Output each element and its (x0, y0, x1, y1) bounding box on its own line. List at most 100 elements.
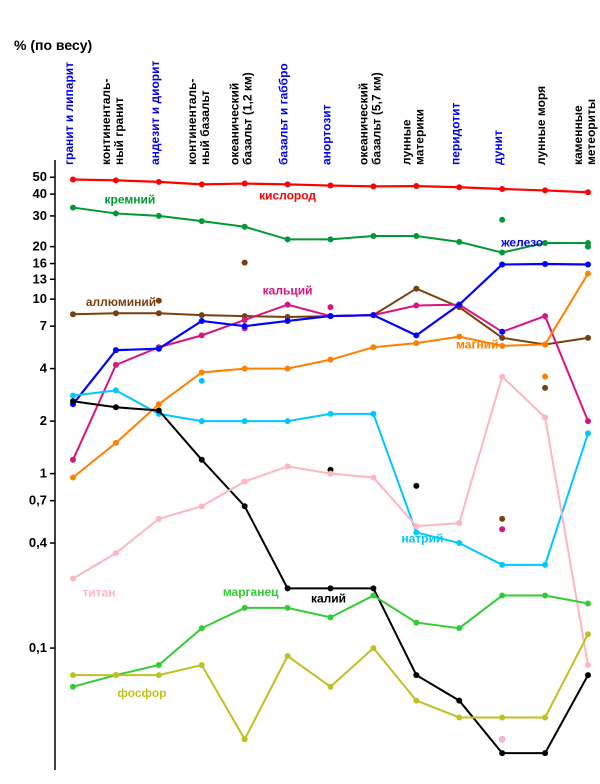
series-marker (585, 189, 591, 195)
series-marker (70, 474, 76, 480)
series-marker (70, 457, 76, 463)
series-marker (156, 179, 162, 185)
series-marker (328, 236, 334, 242)
series-marker (456, 302, 462, 308)
series-marker (499, 593, 505, 599)
series-marker (499, 714, 505, 720)
x-category-label: базальт и габбро (277, 63, 291, 165)
series-marker (413, 620, 419, 626)
series-marker (585, 271, 591, 277)
series-marker (542, 562, 548, 568)
svg-text:0,1: 0,1 (29, 640, 47, 655)
series-marker (413, 340, 419, 346)
series-extra-marker (328, 304, 334, 310)
series-marker (199, 318, 205, 324)
series-marker (370, 233, 376, 239)
series-marker (199, 457, 205, 463)
series-marker (585, 631, 591, 637)
series-extra-marker (585, 244, 591, 250)
series-marker (370, 312, 376, 318)
svg-text:1: 1 (40, 466, 47, 481)
series-marker (499, 262, 505, 268)
series-marker (70, 398, 76, 404)
svg-text:40: 40 (33, 186, 47, 201)
series-marker (370, 585, 376, 591)
series-marker (370, 474, 376, 480)
series-marker (70, 393, 76, 399)
series-marker (70, 177, 76, 183)
series-marker (199, 312, 205, 318)
svg-text:0,7: 0,7 (29, 493, 47, 508)
series-marker (199, 218, 205, 224)
series-marker (413, 286, 419, 292)
series-marker (328, 684, 334, 690)
series-marker (499, 335, 505, 341)
series-marker (285, 653, 291, 659)
series-marker (156, 310, 162, 316)
series-marker (413, 698, 419, 704)
svg-text:13: 13 (33, 271, 47, 286)
series-marker (156, 213, 162, 219)
series-marker (156, 672, 162, 678)
series-marker (113, 362, 119, 368)
series-extra-marker (199, 378, 205, 384)
x-category-label: базальт (5,7 км) (369, 72, 383, 165)
series-marker (70, 576, 76, 582)
series-marker (499, 250, 505, 256)
series-marker (199, 418, 205, 424)
series-marker (499, 374, 505, 380)
series-label-кремний: кремний (105, 192, 156, 206)
series-marker (585, 672, 591, 678)
series-marker (328, 313, 334, 319)
series-marker (456, 625, 462, 631)
series-marker (542, 313, 548, 319)
series-label-железо: железо (500, 236, 543, 250)
series-marker (456, 698, 462, 704)
series-marker (199, 503, 205, 509)
series-marker (242, 479, 248, 485)
svg-text:16: 16 (33, 256, 47, 271)
series-marker (542, 750, 548, 756)
series-marker (199, 625, 205, 631)
series-marker (542, 187, 548, 193)
series-label-титан: титан (82, 586, 115, 600)
series-marker (585, 335, 591, 341)
series-marker (156, 401, 162, 407)
series-marker (199, 181, 205, 187)
series-marker (156, 516, 162, 522)
svg-text:30: 30 (33, 208, 47, 223)
series-marker (499, 750, 505, 756)
series-marker (242, 736, 248, 742)
series-marker (328, 411, 334, 417)
series-marker (70, 205, 76, 211)
series-marker (542, 714, 548, 720)
elemental-composition-chart: 0,10,40,7124710131620304050% (по весу)гр… (0, 0, 600, 784)
series-marker (199, 332, 205, 338)
series-marker (370, 593, 376, 599)
series-marker (285, 318, 291, 324)
series-marker (585, 601, 591, 607)
series-marker (413, 302, 419, 308)
x-category-label: каменные (571, 105, 585, 165)
series-label-кальций: кальций (263, 284, 313, 298)
series-marker (328, 471, 334, 477)
series-label-магний: магний (456, 338, 498, 352)
y-axis-title: % (по весу) (14, 37, 92, 53)
x-category-label: континенталь- (185, 79, 199, 165)
series-marker (370, 344, 376, 350)
series-marker (456, 714, 462, 720)
series-marker (456, 239, 462, 245)
series-marker (542, 261, 548, 267)
series-marker (499, 562, 505, 568)
series-marker (242, 181, 248, 187)
series-marker (585, 262, 591, 268)
x-category-label: перидотит (448, 102, 462, 165)
series-marker (285, 605, 291, 611)
series-marker (285, 366, 291, 372)
x-category-label: ный гранит (112, 97, 126, 165)
series-marker (113, 404, 119, 410)
series-marker (156, 408, 162, 414)
series-marker (413, 332, 419, 338)
series-marker (242, 366, 248, 372)
series-marker (242, 503, 248, 509)
